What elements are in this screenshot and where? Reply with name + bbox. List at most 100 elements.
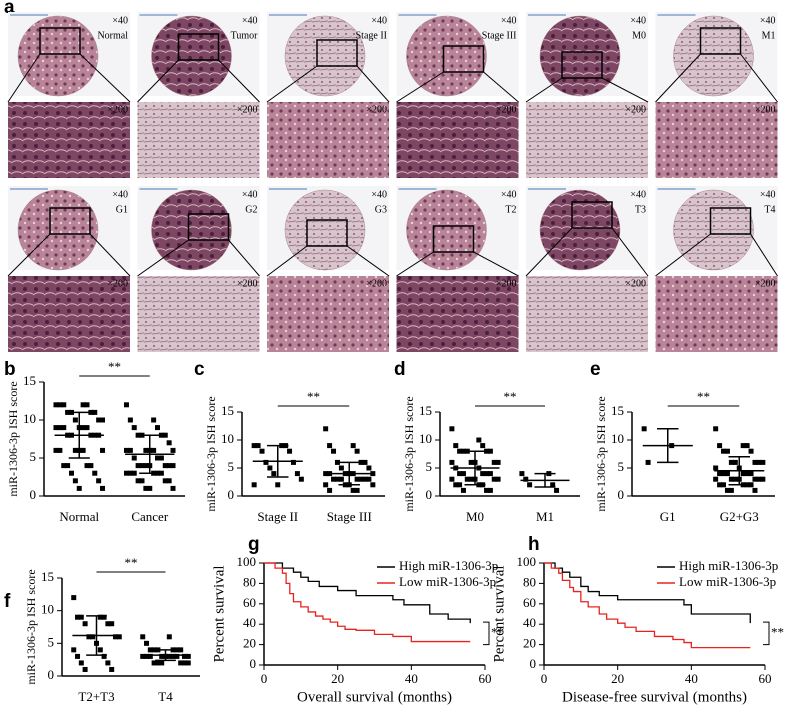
zoom-line xyxy=(266,245,308,277)
dot xyxy=(65,409,71,415)
zoom-line xyxy=(601,77,649,103)
dot xyxy=(728,487,734,493)
dot xyxy=(760,459,766,465)
dot xyxy=(53,402,59,408)
dot xyxy=(350,443,356,449)
dot xyxy=(298,476,304,482)
legend-label: Low miR-1306-3p xyxy=(399,574,496,589)
y-tick-label: 15 xyxy=(23,373,36,388)
tissue-core xyxy=(284,15,366,97)
dot xyxy=(748,471,754,477)
x-tick-label: 60 xyxy=(759,671,772,686)
y-tick-label: 5 xyxy=(30,449,37,464)
magnification-low: ×40 xyxy=(760,15,776,26)
x-tick-label: 40 xyxy=(685,671,698,686)
magnification-low: ×40 xyxy=(242,189,258,200)
dot xyxy=(457,482,463,488)
dot xyxy=(756,459,762,465)
zoom-line xyxy=(473,251,519,277)
dot xyxy=(139,478,145,484)
dot xyxy=(151,647,157,653)
y-tick-label: 15 xyxy=(221,403,234,418)
zoom-box xyxy=(187,213,230,241)
dot xyxy=(523,476,529,482)
magnification-high: ×200 xyxy=(366,104,387,115)
survival-curve xyxy=(544,562,751,624)
dot xyxy=(728,459,734,465)
dot xyxy=(334,476,340,482)
significance-bracket xyxy=(483,621,490,646)
dot xyxy=(267,465,273,471)
magnification-low: ×40 xyxy=(371,15,387,26)
x-axis-label: Overall survival (months) xyxy=(297,689,452,705)
y-axis-label: Percent survival xyxy=(491,565,507,662)
magnification-low: ×40 xyxy=(501,15,517,26)
zoom-image xyxy=(137,102,260,178)
dot xyxy=(460,487,466,493)
dot xyxy=(290,459,296,465)
dot xyxy=(86,634,92,640)
panel-letter: e xyxy=(590,359,601,380)
tissue-core xyxy=(539,15,621,97)
dot xyxy=(724,448,730,454)
dot xyxy=(752,459,758,465)
dot xyxy=(362,459,368,465)
y-axis-label: miR-1306-3p ISH score xyxy=(204,396,218,511)
dot xyxy=(61,463,67,469)
dot xyxy=(449,476,455,482)
panel-letter: h xyxy=(528,534,540,555)
dot xyxy=(334,459,340,465)
dot xyxy=(100,447,106,453)
dot xyxy=(495,459,501,465)
dot xyxy=(358,459,364,465)
dot xyxy=(487,487,493,493)
tissue-core xyxy=(539,189,621,271)
dot xyxy=(449,459,455,465)
y-tick-label: 40 xyxy=(243,615,256,630)
zoom-line xyxy=(655,233,711,277)
magnification-low: ×40 xyxy=(112,15,128,26)
dot xyxy=(350,487,356,493)
dot xyxy=(732,476,738,482)
tissue-core xyxy=(17,15,99,97)
dot xyxy=(740,471,746,477)
dot xyxy=(100,485,106,491)
zoom-line xyxy=(228,239,260,277)
zoom-image xyxy=(267,276,389,352)
dot xyxy=(476,437,482,443)
zoom-box xyxy=(177,33,220,61)
dot xyxy=(721,448,727,454)
survival-curve xyxy=(544,562,751,649)
dot xyxy=(159,653,165,659)
dot xyxy=(259,448,265,454)
dot xyxy=(554,487,560,493)
tissue-core xyxy=(673,189,754,271)
dot xyxy=(366,465,372,471)
y-tick-label: 10 xyxy=(23,411,36,426)
significance: ** xyxy=(504,389,517,404)
y-tick-label: 10 xyxy=(419,431,432,446)
dot xyxy=(271,471,277,477)
dot xyxy=(159,660,165,666)
panel-letter: g xyxy=(248,534,260,555)
dot xyxy=(170,463,176,469)
zoom-line xyxy=(346,245,390,277)
zoom-line xyxy=(356,65,390,103)
zoom-image xyxy=(655,276,778,352)
tile-label: Normal xyxy=(97,30,128,41)
dot xyxy=(174,647,180,653)
y-tick-label: 40 xyxy=(523,615,536,630)
panel-letter: a xyxy=(4,0,15,18)
x-tick-label: 20 xyxy=(331,671,344,686)
dot xyxy=(61,402,67,408)
dot xyxy=(155,425,161,431)
dot xyxy=(80,425,86,431)
dot xyxy=(721,471,727,477)
dot xyxy=(72,478,78,484)
y-tick-label: 15 xyxy=(611,403,624,418)
zoom-line xyxy=(137,239,189,277)
tissue-core xyxy=(17,189,99,271)
y-tick-label: 20 xyxy=(523,636,536,651)
y-tick-label: 0 xyxy=(48,667,55,682)
magnification-low: ×40 xyxy=(630,15,646,26)
